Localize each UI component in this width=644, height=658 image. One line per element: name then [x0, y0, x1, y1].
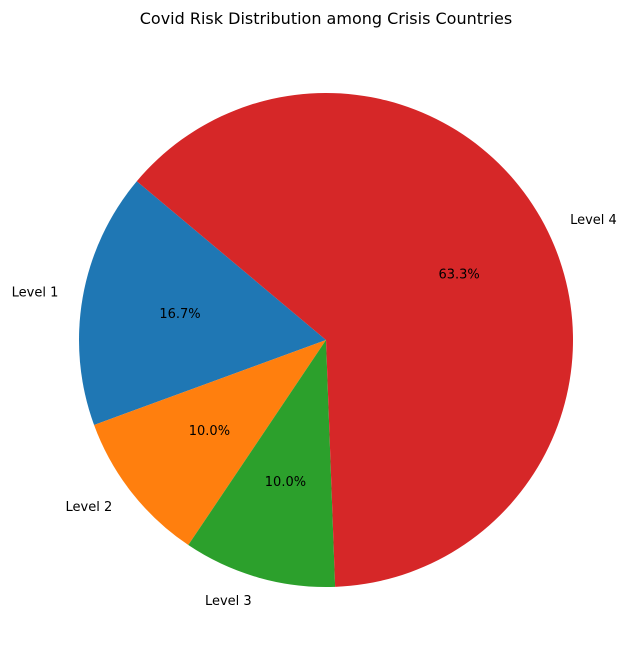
pie-category-label: Level 1 [12, 286, 59, 301]
pie-percent-label: 63.3% [438, 267, 479, 282]
pie-percent-label: 10.0% [265, 475, 306, 490]
pie-slice-level-4 [136, 92, 574, 587]
pie-slice-level-1 [78, 181, 326, 425]
pie-category-label: Level 3 [205, 594, 252, 609]
pie-category-label: Level 4 [570, 213, 617, 228]
pie-percent-label: 16.7% [159, 307, 200, 322]
chart-title: Covid Risk Distribution among Crisis Cou… [140, 9, 512, 28]
pie-percent-label: 10.0% [189, 424, 230, 439]
pie-labels: 16.7% Level 1 10.0% Level 2 10.0% Level 3 63.3… [12, 213, 617, 609]
pie-slice-level-2 [94, 340, 326, 546]
pie-category-label: Level 2 [66, 500, 113, 515]
pie-slice-level-3 [188, 340, 336, 587]
pie-slices [78, 92, 574, 587]
